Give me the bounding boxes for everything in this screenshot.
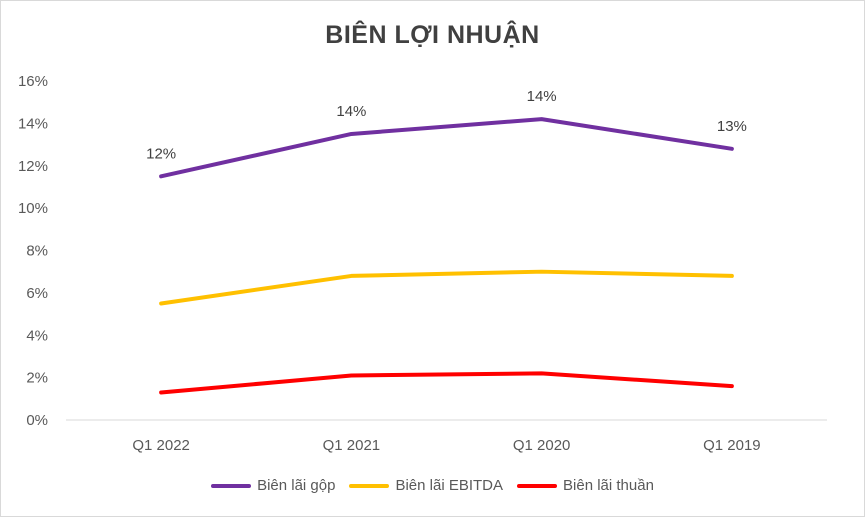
y-tick-label: 8% bbox=[26, 243, 48, 260]
y-tick-label: 10% bbox=[18, 200, 48, 217]
chart-legend: Biên lãi gộp Biên lãi EBITDA Biên lãi th… bbox=[1, 477, 864, 494]
legend-swatch-ebitda-margin bbox=[349, 483, 390, 488]
legend-swatch-gross-margin bbox=[211, 483, 252, 488]
series-lines bbox=[159, 117, 734, 395]
y-tick-label: 16% bbox=[18, 73, 48, 90]
data-label: 14% bbox=[336, 103, 366, 120]
x-tick-label: Q1 2021 bbox=[323, 437, 381, 454]
x-tick-label: Q1 2022 bbox=[132, 437, 190, 454]
legend-item-ebitda-margin: Biên lãi EBITDA bbox=[349, 477, 503, 494]
legend-item-net-margin: Biên lãi thuần bbox=[517, 477, 654, 494]
y-tick-label: 12% bbox=[18, 158, 48, 175]
data-labels: 12% 14% 14% 13% bbox=[146, 88, 747, 162]
chart-title: BIÊN LỢI NHUẬN bbox=[325, 21, 540, 49]
y-axis-tick-labels: 0% 2% 4% 6% 8% 10% 12% 14% 16% bbox=[18, 73, 48, 429]
y-tick-label: 6% bbox=[26, 285, 48, 302]
y-tick-label: 2% bbox=[26, 370, 48, 387]
series-line-2 bbox=[159, 269, 734, 306]
series-line-3 bbox=[159, 371, 734, 395]
data-label: 12% bbox=[146, 145, 176, 162]
y-tick-label: 14% bbox=[18, 115, 48, 132]
x-tick-label: Q1 2019 bbox=[703, 437, 761, 454]
legend-item-gross-margin: Biên lãi gộp bbox=[211, 477, 335, 494]
legend-label-gross-margin: Biên lãi gộp bbox=[257, 477, 336, 494]
series-line-1 bbox=[159, 117, 734, 179]
x-tick-label: Q1 2020 bbox=[513, 437, 571, 454]
legend-label-net-margin: Biên lãi thuần bbox=[563, 477, 654, 494]
y-tick-label: 4% bbox=[26, 327, 48, 344]
data-label: 14% bbox=[527, 88, 557, 105]
data-label: 13% bbox=[717, 118, 747, 135]
y-tick-label: 0% bbox=[26, 412, 48, 429]
legend-label-ebitda-margin: Biên lãi EBITDA bbox=[395, 477, 504, 494]
x-axis-tick-labels: Q1 2022 Q1 2021 Q1 2020 Q1 2019 bbox=[132, 437, 760, 454]
legend-swatch-net-margin bbox=[517, 483, 558, 488]
